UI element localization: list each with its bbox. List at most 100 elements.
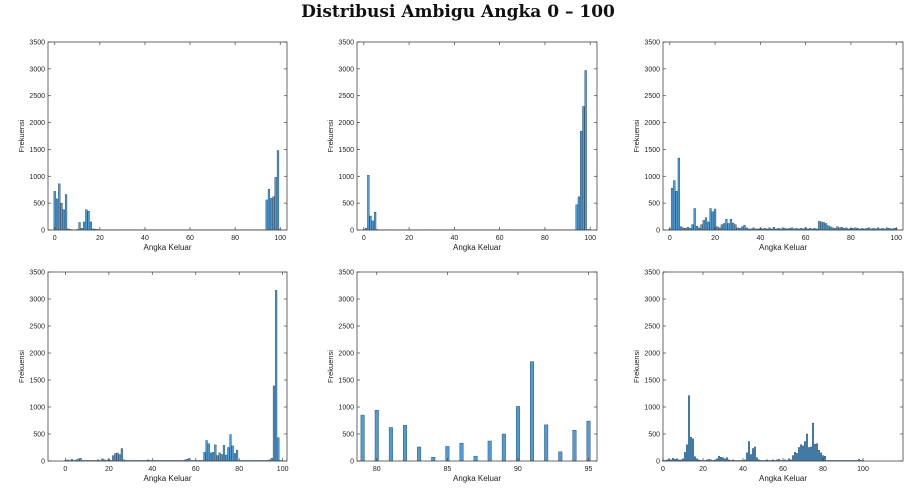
bar [823, 222, 825, 230]
bar [773, 227, 775, 230]
bar [234, 453, 236, 461]
bar [752, 449, 754, 461]
y-tick-label: 500 [342, 432, 354, 439]
x-tick-label: 100 [277, 466, 289, 473]
bar [728, 224, 730, 230]
bar [726, 458, 728, 461]
bar [112, 456, 114, 461]
y-tick-label: 3000 [644, 297, 660, 304]
bar [403, 425, 407, 461]
bar [214, 445, 216, 461]
bar [707, 222, 709, 230]
x-axis-label: Angka Keluar [453, 243, 501, 252]
bar [277, 151, 279, 231]
bar [277, 438, 279, 461]
bar [460, 443, 464, 461]
x-tick-label: 100 [584, 235, 596, 242]
bar [206, 440, 208, 461]
x-tick-label: 0 [63, 466, 67, 473]
bar [275, 290, 277, 461]
bar [710, 209, 712, 230]
bar [90, 222, 92, 230]
x-tick-label: 100 [274, 235, 286, 242]
x-tick-label: 80 [235, 466, 243, 473]
axes-frame [48, 272, 287, 461]
y-tick-label: 0 [41, 459, 45, 466]
y-tick-label: 1000 [338, 405, 354, 412]
bar [796, 453, 798, 461]
x-tick-label: 80 [819, 466, 827, 473]
bar [275, 177, 277, 230]
y-axis-label: Frekuensi [632, 119, 641, 152]
x-tick-label: 0 [53, 235, 57, 242]
y-tick-label: 1500 [338, 147, 354, 154]
bar [80, 458, 82, 461]
y-tick-label: 500 [648, 432, 660, 439]
bar [720, 457, 722, 461]
bar [583, 106, 585, 230]
bar [119, 455, 121, 461]
bar [370, 216, 372, 230]
bar [680, 227, 682, 230]
bars [361, 362, 590, 461]
bar [221, 455, 223, 461]
bar [573, 430, 577, 461]
x-axis-label: Angka Keluar [759, 474, 807, 483]
y-tick-label: 3000 [29, 66, 45, 73]
bar [266, 200, 268, 230]
y-tick-label: 3500 [338, 270, 354, 277]
y-tick-label: 1000 [338, 174, 354, 181]
x-tick-label: 60 [779, 466, 787, 473]
axes-frame [357, 272, 597, 461]
bar [671, 188, 673, 230]
x-tick-label: 20 [699, 466, 707, 473]
y-tick-label: 2000 [29, 351, 45, 358]
bar [687, 227, 689, 230]
y-tick-label: 3500 [29, 270, 45, 277]
bar [367, 175, 369, 230]
bar [225, 455, 227, 461]
y-axis-label: Frekuensi [632, 350, 641, 383]
x-tick-label: 60 [192, 466, 200, 473]
x-tick-label: 0 [661, 466, 665, 473]
y-tick-label: 1500 [29, 147, 45, 154]
x-tick-label: 100 [890, 235, 902, 242]
bar [672, 458, 674, 461]
bar [83, 222, 85, 230]
y-tick-label: 3500 [644, 40, 660, 47]
bar [54, 191, 56, 230]
y-tick-label: 0 [656, 228, 660, 235]
x-tick-label: 60 [186, 235, 194, 242]
bar [88, 211, 90, 230]
bar [85, 210, 87, 230]
bars [363, 70, 591, 230]
bar [673, 181, 675, 230]
bar [825, 224, 827, 230]
y-tick-label: 3500 [338, 40, 354, 47]
y-tick-label: 1000 [29, 405, 45, 412]
y-tick-label: 1000 [29, 174, 45, 181]
bar [732, 223, 734, 230]
bar [273, 197, 275, 230]
x-tick-label: 0 [668, 235, 672, 242]
bar [841, 227, 843, 230]
bar [684, 452, 686, 461]
y-tick-label: 1000 [644, 405, 660, 412]
bar [273, 386, 275, 461]
bar [502, 434, 506, 461]
bar [818, 221, 820, 230]
bar [678, 158, 680, 230]
bar [587, 421, 591, 461]
bar [827, 226, 829, 230]
x-tick-label: 20 [711, 235, 719, 242]
bar [808, 448, 810, 462]
bar [219, 453, 221, 461]
y-tick-label: 3000 [644, 66, 660, 73]
bar [792, 456, 794, 461]
bar [723, 224, 725, 230]
bar [488, 441, 492, 461]
bar [714, 209, 716, 230]
